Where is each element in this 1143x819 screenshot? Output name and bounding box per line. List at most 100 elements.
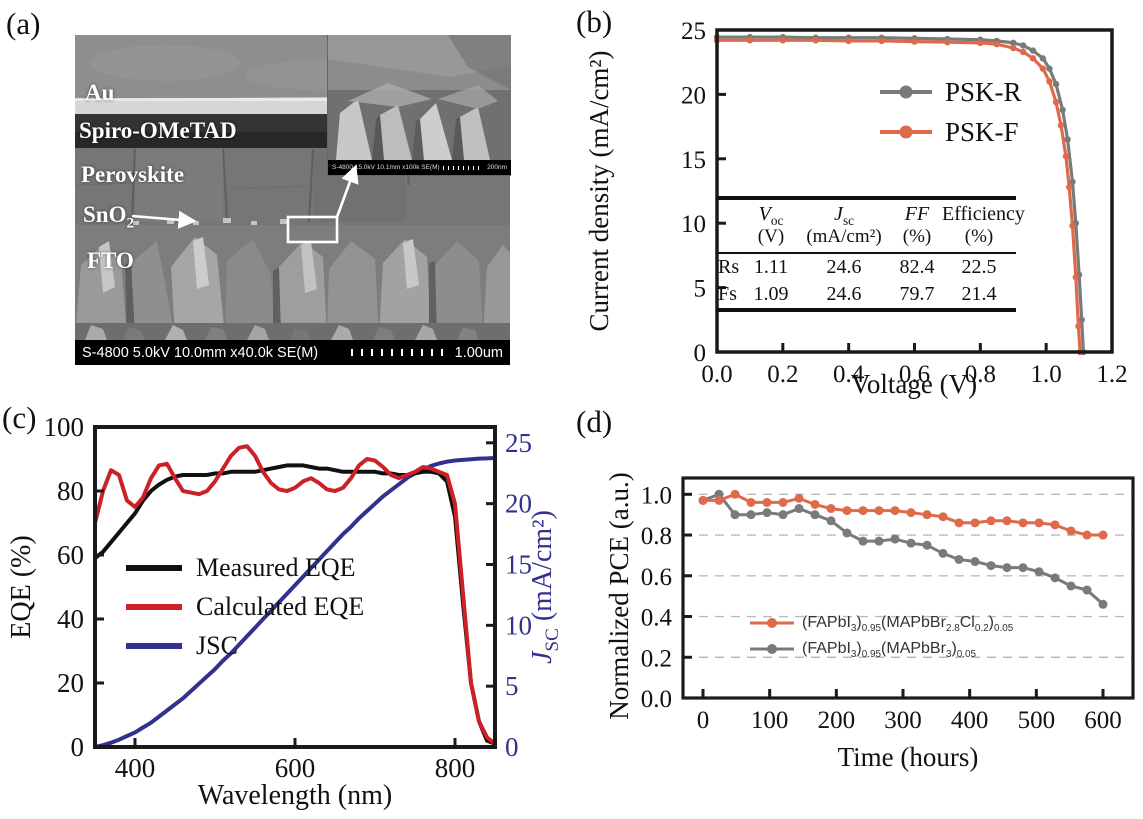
sno2-arrow	[131, 210, 197, 229]
legend-item-psk-f: PSK-F	[880, 112, 1022, 152]
series-marker	[1019, 42, 1027, 49]
x-tick-label: 500	[1018, 707, 1056, 734]
legend-item-jsc: JSC	[126, 626, 364, 665]
jv-legend: PSK-R PSK-F	[880, 72, 1022, 152]
series-marker	[977, 39, 984, 47]
sem-inset-info-text: S-4800 15.0kV 10.1mm x100k SE(M)	[332, 164, 440, 171]
y-tick-label: 20	[57, 668, 84, 698]
legend-label: (FAPbI3)0.95(MAPbBr2.8Cl0.2)0.05	[802, 614, 1014, 635]
series-marker	[1066, 526, 1076, 536]
table-header-jsc: Jsc (mA/cm²)	[806, 203, 882, 247]
series-marker	[874, 536, 884, 546]
x-axis-label: Time (hours)	[838, 742, 979, 772]
panel-d-label: (d)	[576, 404, 613, 439]
x-tick-label: 400	[115, 753, 156, 783]
x-tick-label: 0.6	[899, 361, 930, 388]
plot-frame	[681, 476, 1135, 700]
x-tick-label: 0.8	[965, 361, 996, 388]
inset-pointer-arrow	[335, 164, 359, 218]
y-tick-label: 0.8	[641, 523, 672, 550]
series-line-Calculated EQE	[93, 444, 497, 746]
y-tick-label: 0.2	[641, 645, 672, 672]
zoom-region-box	[286, 215, 339, 244]
series-marker	[922, 540, 932, 550]
series-marker	[986, 516, 996, 526]
series-marker	[1034, 567, 1044, 577]
series-marker	[1059, 106, 1066, 114]
layer-label-fto: FTO	[87, 248, 134, 273]
series-marker	[970, 557, 980, 567]
legend-label: PSK-F	[945, 116, 1019, 147]
table-rule-top	[716, 196, 1016, 200]
series-marker	[1069, 222, 1076, 229]
jv-parameters-table: Voc (V) Jsc (mA/cm²) FF (%) Efficiency (…	[716, 196, 1025, 312]
series-marker	[778, 510, 788, 520]
series-marker	[1039, 65, 1047, 72]
x-tick-label: 0.0	[701, 361, 732, 388]
series-marker	[730, 489, 740, 499]
legend-item-measured-eqe: Measured EQE	[126, 548, 364, 587]
x-tick-label: 1.2	[1096, 361, 1127, 388]
calculated-eqe-line-icon	[126, 603, 182, 611]
series-marker	[954, 518, 964, 528]
legend-label: (FAPbI3)0.95(MAPbBr3)0.05	[802, 640, 977, 661]
series-marker	[1057, 122, 1065, 129]
series-marker	[970, 518, 980, 528]
series-marker	[746, 37, 754, 44]
series-marker	[794, 504, 804, 514]
series-marker	[845, 37, 852, 45]
x-tick-label: 100	[751, 707, 789, 734]
series-marker	[1002, 563, 1012, 573]
series-marker	[890, 534, 900, 544]
series-marker	[1046, 65, 1053, 72]
series-marker	[746, 497, 756, 507]
y-tick-label: 0	[71, 732, 85, 762]
psk-f-marker-icon	[880, 125, 932, 139]
table-header-voc: Voc (V)	[757, 203, 785, 247]
legend-label: PSK-R	[945, 76, 1022, 107]
panel-a-label: (a)	[6, 6, 41, 41]
series-marker	[1066, 183, 1073, 191]
table-rule-mid	[716, 252, 1016, 254]
y-axis-label: Current density (mA/cm²)	[584, 50, 614, 331]
series-marker	[1098, 599, 1108, 609]
series-marker	[1082, 530, 1092, 540]
series-marker	[714, 495, 724, 505]
table-rule-bottom	[716, 308, 1016, 312]
y2-tick-label: 15	[505, 549, 532, 579]
layer-label-sno2: SnO2	[83, 202, 135, 232]
series-marker	[1010, 39, 1017, 47]
series-marker	[1046, 78, 1053, 85]
series-marker	[858, 506, 868, 516]
series-marker	[1019, 48, 1027, 56]
sem-scale-label: 1.00um	[454, 344, 503, 361]
sem-inset-scale-label: 200nm	[487, 164, 507, 171]
x-tick-label: 300	[884, 707, 922, 734]
series-marker	[1072, 274, 1079, 281]
series-marker	[1082, 585, 1092, 595]
series-marker	[794, 493, 804, 503]
sem-inset: S-4800 15.0kV 10.1mm x100k SE(M) 200nm	[327, 35, 511, 176]
sem-image: Au Spiro-OMeTAD Perovskite SnO2 FTO	[75, 35, 511, 365]
jv-chart: 0.0 0.2 0.4 0.6 0.8 1.0 1.2 0 5 10 15 20 25 Voltage (…	[584, 18, 1128, 399]
panel-b-label: (b)	[576, 4, 613, 39]
y-tick-label: 10	[681, 211, 706, 238]
series-marker	[1062, 153, 1070, 160]
sem-inset-scale-ruler	[443, 165, 484, 170]
table-row: Rs 1.11 24.6 82.4 22.5	[718, 256, 997, 278]
legend-label: Calculated EQE	[196, 591, 365, 621]
legend-item-psk-r: PSK-R	[880, 72, 1022, 112]
series-marker	[874, 506, 884, 516]
series-marker	[944, 39, 951, 46]
series-marker	[1052, 98, 1060, 106]
series-marker	[1078, 316, 1085, 323]
series-line-Measured EQE	[93, 463, 497, 746]
y-tick-label: 20	[681, 82, 706, 109]
y2-tick-label: 10	[505, 610, 532, 640]
series-marker	[1010, 44, 1017, 52]
legend-item-calculated-eqe: Calculated EQE	[126, 587, 364, 626]
sem-scale-ruler	[350, 349, 446, 356]
series-marker	[954, 554, 964, 564]
y2-tick-label: 5	[505, 671, 519, 701]
y2-tick-label: 20	[505, 489, 532, 519]
